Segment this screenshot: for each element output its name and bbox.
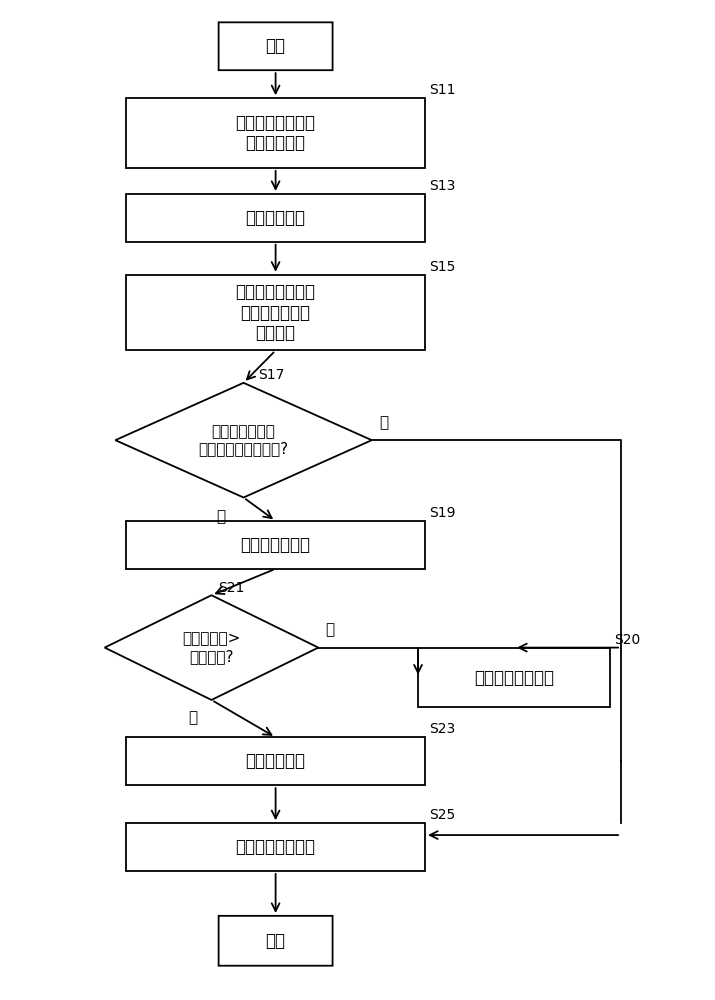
Text: 计算双回声比率: 计算双回声比率 [240,536,310,554]
Text: 向车辆周围的目标
发送发送信号: 向车辆周围的目标 发送发送信号 [236,114,315,152]
FancyBboxPatch shape [126,194,425,242]
Text: S17: S17 [258,368,284,382]
Text: S25: S25 [429,808,455,822]
Text: 确定可用停车区域: 确定可用停车区域 [236,838,315,856]
FancyBboxPatch shape [126,98,425,168]
FancyBboxPatch shape [126,737,425,785]
Text: S19: S19 [429,506,455,520]
Text: S13: S13 [429,179,455,193]
Text: 第二回声距离是
第一回声距离的两倍?: 第二回声距离是 第一回声距离的两倍? [199,424,289,456]
Text: S21: S21 [219,581,245,595]
Text: 否: 否 [379,415,388,430]
Text: 是: 是 [188,710,197,725]
FancyBboxPatch shape [219,916,332,966]
FancyBboxPatch shape [126,521,425,569]
Text: 是: 是 [217,509,226,524]
Text: 识别为高对象: 识别为高对象 [245,752,305,770]
Polygon shape [104,595,318,700]
Text: S20: S20 [614,633,640,647]
Text: S15: S15 [429,260,455,274]
Text: 结束: 结束 [265,932,285,950]
FancyBboxPatch shape [418,648,611,707]
Text: 开始: 开始 [265,37,285,55]
Text: 双回声比率>
基准比率?: 双回声比率> 基准比率? [182,631,241,664]
Text: 识别为已停泊车辆: 识别为已停泊车辆 [474,669,554,687]
Text: S11: S11 [429,83,455,97]
Text: 计算至目标的第一
回声距离和第二
回声距离: 计算至目标的第一 回声距离和第二 回声距离 [236,283,315,342]
FancyBboxPatch shape [219,22,332,70]
FancyBboxPatch shape [126,823,425,871]
Polygon shape [115,383,372,498]
FancyBboxPatch shape [126,275,425,350]
Text: S23: S23 [429,722,455,736]
Text: 否: 否 [325,623,335,638]
Text: 接收回声信号: 接收回声信号 [245,209,305,227]
